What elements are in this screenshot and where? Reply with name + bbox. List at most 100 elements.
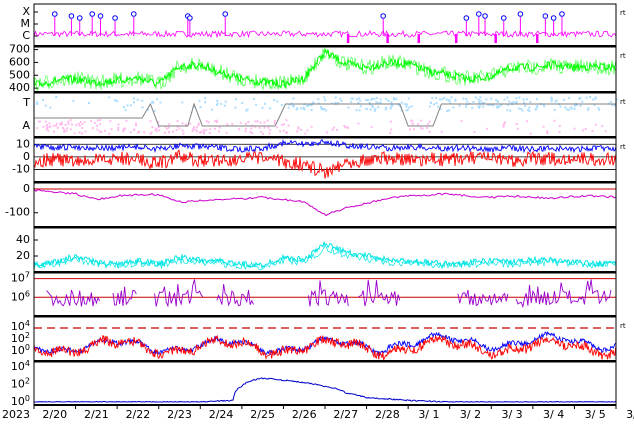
- sector-dot: [157, 120, 160, 123]
- sector-dot: [439, 98, 442, 101]
- sector-dot: [203, 130, 206, 133]
- electron-tick: 107: [11, 270, 30, 285]
- sector-dot: [172, 130, 175, 133]
- sector-dot: [589, 96, 592, 99]
- sector-dot: [405, 103, 408, 106]
- sector-dot: [359, 105, 362, 108]
- sector-dot: [334, 96, 337, 99]
- sector-tick: A: [22, 119, 30, 132]
- solar-wind-line: [33, 47, 617, 90]
- sector-dot: [427, 123, 430, 126]
- sector-dot: [129, 104, 132, 107]
- date-tick-label: 3/ 6: [626, 408, 634, 421]
- sector-dot: [464, 105, 467, 108]
- sector-dot: [432, 103, 435, 106]
- imf-tick: 0: [23, 150, 30, 163]
- flare-marker: [187, 15, 193, 21]
- sector-dot: [285, 119, 288, 122]
- sector-dot: [425, 126, 428, 129]
- sector-dot: [525, 98, 528, 101]
- dst-tick: -100: [5, 206, 30, 219]
- sector-dot: [355, 109, 358, 112]
- sector-dot: [96, 124, 99, 127]
- sector-dot: [285, 131, 288, 134]
- sector-dot: [377, 102, 380, 105]
- sector-dot: [56, 126, 59, 129]
- sector-dot: [403, 103, 406, 106]
- sector-dot: [460, 120, 463, 123]
- sector-dot: [84, 130, 87, 133]
- sector-dot: [216, 99, 219, 102]
- sector-dot: [485, 127, 488, 130]
- sector-dot: [269, 107, 272, 110]
- sector-dot: [487, 103, 490, 106]
- sector-dot: [193, 106, 196, 109]
- sector-dot: [205, 129, 208, 132]
- sector-dot: [447, 99, 450, 102]
- sector-dot: [495, 99, 498, 102]
- sector-dot: [543, 105, 546, 108]
- sector-dot: [297, 127, 300, 130]
- sector-dot: [117, 123, 120, 126]
- sector-dot: [36, 101, 39, 104]
- wind-speed-tick: 500: [9, 68, 30, 81]
- sector-dot: [192, 126, 195, 129]
- date-tick-label: 2/24: [209, 408, 234, 421]
- flare-panel-frame: [33, 3, 617, 47]
- rt-label: rt: [620, 143, 626, 151]
- flare-class-tick: C: [22, 29, 30, 42]
- flare-marker: [550, 15, 557, 21]
- sector-dot: [238, 128, 241, 131]
- sector-dot: [355, 98, 358, 101]
- sector-dot: [78, 131, 81, 134]
- wind-speed-tick: 600: [9, 55, 30, 68]
- sector-dot: [510, 102, 513, 105]
- sector-dot: [392, 97, 395, 100]
- sector-dot: [247, 121, 250, 124]
- sector-dot: [96, 119, 99, 122]
- sector-dot: [287, 124, 290, 127]
- sector-dot: [81, 127, 84, 130]
- sector-dot: [181, 129, 184, 132]
- sector-dot: [611, 104, 614, 107]
- sector-dot: [113, 99, 116, 102]
- sector-dot: [69, 119, 72, 122]
- sector-dot: [503, 121, 506, 124]
- sector-dot: [416, 123, 419, 126]
- sector-dot: [323, 96, 326, 99]
- proton-high-line: [34, 377, 617, 403]
- sector-dot: [496, 100, 499, 103]
- flare-marker: [482, 13, 488, 19]
- sector-dot: [109, 120, 112, 123]
- sector-dot: [226, 123, 229, 126]
- sector-dot: [55, 96, 58, 99]
- sector-dot: [49, 106, 52, 109]
- sector-dot: [375, 97, 378, 100]
- sector-dot: [528, 109, 531, 112]
- imf-tick: -10: [12, 162, 30, 175]
- sector-dot: [260, 130, 263, 133]
- sector-dot: [291, 104, 294, 107]
- date-tick-label: 3/ 4: [543, 408, 564, 421]
- electron-tick: 106: [11, 289, 30, 304]
- sector-dot: [45, 128, 48, 131]
- sector-dot: [389, 132, 392, 135]
- sector-dot: [153, 109, 156, 112]
- proton-high-panel-frame: [33, 361, 617, 406]
- sector-dot: [216, 121, 219, 124]
- sector-dot: [215, 119, 218, 122]
- sector-dot: [273, 99, 276, 102]
- sector-dot: [349, 100, 352, 103]
- sector-dot: [198, 131, 201, 134]
- sector-dot: [45, 125, 48, 128]
- sector-dot: [490, 103, 493, 106]
- sector-dot: [429, 101, 432, 104]
- sector-dot: [217, 130, 220, 133]
- sector-dot: [411, 123, 414, 126]
- date-tick-label: 2/21: [84, 408, 109, 421]
- sector-dot: [181, 101, 184, 104]
- sector-dot: [498, 105, 501, 108]
- sector-dot: [492, 104, 495, 107]
- sector-dot: [321, 108, 324, 111]
- rt-label: rt: [620, 9, 626, 17]
